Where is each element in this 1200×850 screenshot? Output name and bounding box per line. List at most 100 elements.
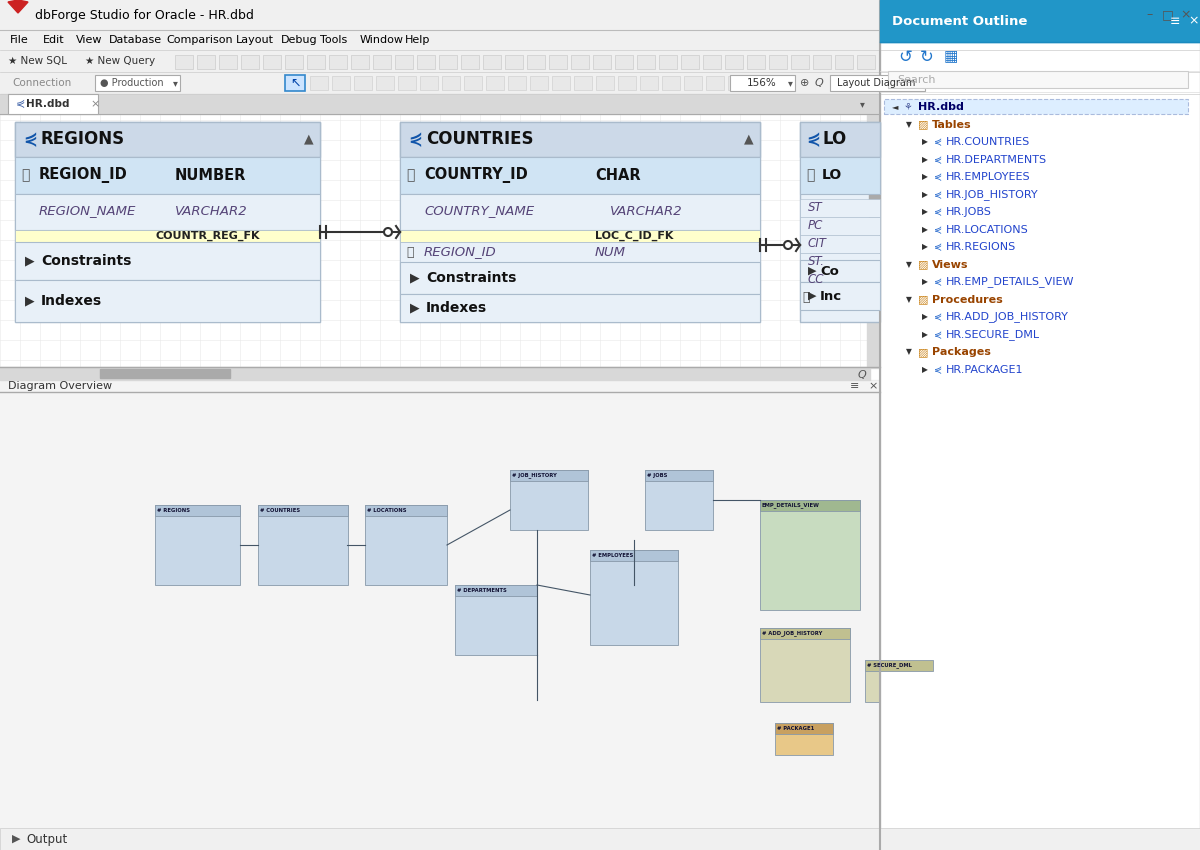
Bar	[400, 230, 760, 242]
Bar	[258, 505, 348, 585]
Bar	[0, 114, 880, 380]
Text: HR.EMPLOYEES: HR.EMPLOYEES	[946, 172, 1031, 182]
Bar	[100, 369, 230, 378]
Text: ⋞: ⋞	[934, 330, 942, 339]
Text: Q: Q	[858, 370, 866, 380]
Text: File: File	[10, 35, 29, 45]
Text: Connection: Connection	[12, 78, 71, 88]
Text: Inc: Inc	[820, 290, 842, 303]
Text: HR.PACKAGE1: HR.PACKAGE1	[946, 365, 1024, 375]
Text: COUNTRY_ID: COUNTRY_ID	[424, 167, 528, 183]
Bar	[398, 76, 416, 90]
Bar	[0, 50, 1200, 72]
Text: Q: Q	[815, 78, 823, 88]
Text: VARCHAR2: VARCHAR2	[175, 205, 247, 218]
Text: ▾: ▾	[860, 99, 865, 109]
Text: ▲: ▲	[744, 133, 754, 145]
Text: ⋞: ⋞	[934, 190, 942, 200]
Text: ▼: ▼	[906, 120, 912, 129]
Text: ▶: ▶	[808, 266, 816, 276]
Bar	[332, 76, 350, 90]
Text: ⚿: ⚿	[22, 168, 29, 182]
Bar	[527, 55, 545, 69]
Text: EMP_DETAILS_VIEW: EMP_DETAILS_VIEW	[762, 502, 820, 508]
Text: ▶: ▶	[922, 138, 928, 146]
Text: Tools: Tools	[320, 35, 348, 45]
Bar	[865, 660, 934, 671]
Text: HR.dbd: HR.dbd	[26, 99, 70, 109]
Bar	[400, 294, 760, 322]
Text: ▶: ▶	[25, 294, 35, 308]
Text: dbForge Studio for Oracle - HR.dbd: dbForge Studio for Oracle - HR.dbd	[35, 8, 254, 21]
Bar	[760, 500, 860, 511]
Text: # EMPLOYEES: # EMPLOYEES	[592, 553, 634, 558]
Bar	[420, 76, 438, 90]
Text: Constraints: Constraints	[426, 271, 516, 285]
Bar	[400, 262, 760, 294]
Bar	[800, 235, 880, 253]
Text: # PACKAGE1: # PACKAGE1	[778, 726, 815, 731]
Bar	[486, 76, 504, 90]
Text: ⋞: ⋞	[934, 207, 942, 217]
Bar	[865, 660, 934, 702]
Text: ▨: ▨	[918, 294, 929, 304]
Bar	[552, 76, 570, 90]
Bar	[618, 76, 636, 90]
Bar	[373, 55, 391, 69]
Text: ▨: ▨	[918, 259, 929, 269]
Circle shape	[784, 241, 792, 249]
Text: ×: ×	[868, 381, 877, 391]
Bar	[769, 55, 787, 69]
Text: ▶: ▶	[922, 190, 928, 199]
Text: Constraints: Constraints	[41, 254, 131, 268]
Text: Procedures: Procedures	[932, 294, 1003, 304]
Bar	[706, 76, 724, 90]
Bar	[835, 55, 853, 69]
Bar	[550, 55, 568, 69]
Text: REGION_NAME: REGION_NAME	[38, 205, 137, 218]
Bar	[646, 470, 713, 530]
Text: REGIONS: REGIONS	[41, 130, 125, 148]
Text: CC: CC	[808, 273, 824, 286]
Bar	[814, 55, 830, 69]
Text: LO: LO	[822, 168, 842, 182]
Text: ⋞: ⋞	[23, 130, 37, 148]
Text: ▶: ▶	[922, 313, 928, 321]
Text: ⋞: ⋞	[408, 130, 422, 148]
Bar	[365, 505, 446, 516]
Text: # LOCATIONS: # LOCATIONS	[367, 508, 407, 513]
Text: VARCHAR2: VARCHAR2	[610, 205, 683, 218]
Bar	[869, 160, 878, 230]
Bar	[220, 55, 238, 69]
Text: ▼: ▼	[906, 348, 912, 356]
Bar	[800, 271, 880, 289]
Text: HR.LOCATIONS: HR.LOCATIONS	[946, 224, 1028, 235]
Text: PC: PC	[808, 218, 823, 231]
Text: HR.EMP_DETAILS_VIEW: HR.EMP_DETAILS_VIEW	[946, 276, 1074, 287]
Text: HR.REGIONS: HR.REGIONS	[946, 242, 1016, 252]
Bar	[461, 55, 479, 69]
Text: ▶: ▶	[808, 291, 816, 301]
Text: Database: Database	[108, 35, 162, 45]
Text: 156%: 156%	[748, 78, 776, 88]
Text: ▶: ▶	[25, 254, 35, 268]
Bar	[510, 470, 588, 481]
Bar	[464, 76, 482, 90]
Text: Edit: Edit	[43, 35, 65, 45]
Bar	[0, 30, 1200, 50]
Bar	[800, 260, 880, 282]
Bar	[0, 828, 1200, 850]
Text: –: –	[1147, 8, 1153, 21]
Text: # SECURE_DML: # SECURE_DML	[866, 662, 912, 668]
Text: Debug: Debug	[281, 35, 318, 45]
Text: View: View	[76, 35, 102, 45]
Bar	[662, 76, 680, 90]
Bar	[0, 72, 1200, 94]
Text: CHAR: CHAR	[595, 167, 641, 183]
Text: Diagram Overview: Diagram Overview	[8, 381, 112, 391]
Bar	[155, 505, 240, 585]
Text: ⋞: ⋞	[934, 242, 942, 252]
Bar	[760, 500, 860, 610]
Bar	[746, 55, 766, 69]
Text: ▲: ▲	[304, 133, 313, 145]
